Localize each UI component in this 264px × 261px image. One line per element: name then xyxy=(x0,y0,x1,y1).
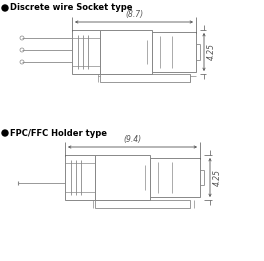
Text: (8.7): (8.7) xyxy=(125,10,143,19)
Bar xyxy=(95,155,150,200)
Bar xyxy=(150,158,200,197)
Text: 4.25: 4.25 xyxy=(207,44,216,61)
Bar xyxy=(72,30,100,74)
Bar xyxy=(95,200,190,208)
Circle shape xyxy=(2,130,8,136)
Text: Discrete wire Socket type: Discrete wire Socket type xyxy=(10,3,133,13)
Bar xyxy=(100,30,152,74)
Bar xyxy=(100,74,190,82)
Text: FPC/FFC Holder type: FPC/FFC Holder type xyxy=(10,128,107,138)
Text: (9.4): (9.4) xyxy=(124,135,142,144)
Bar xyxy=(152,32,196,72)
Text: 4.25: 4.25 xyxy=(213,169,222,186)
Circle shape xyxy=(2,5,8,11)
Bar xyxy=(65,155,95,200)
